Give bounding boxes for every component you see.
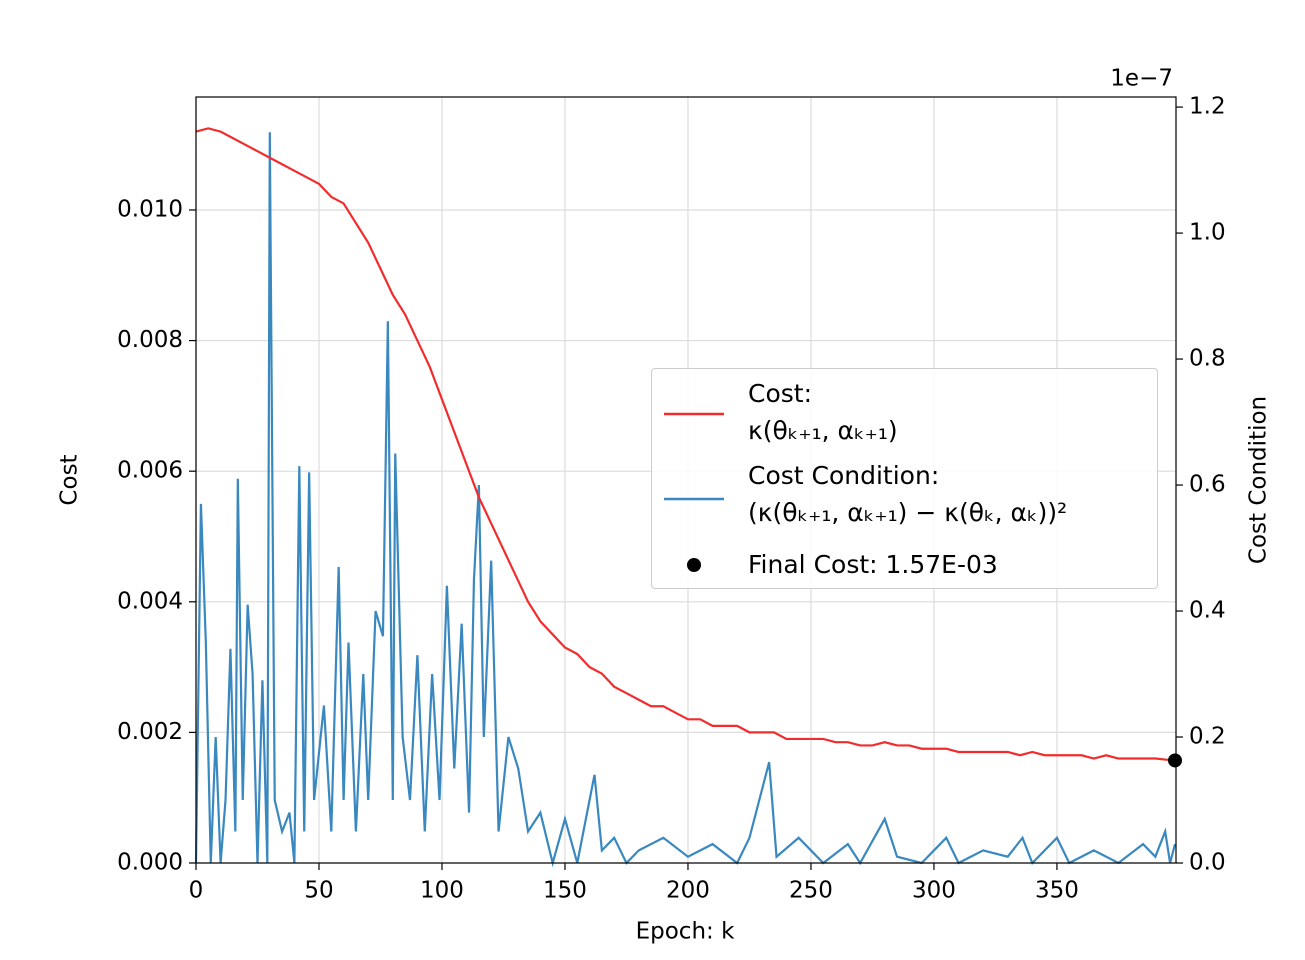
- x-tick-label: 350: [1035, 878, 1079, 904]
- x-tick-label: 200: [666, 878, 710, 904]
- legend-label: Cost Condition: (κ(θₖ₊₁, αₖ₊₁) − κ(θₖ, α…: [748, 461, 1068, 527]
- legend-label: Cost: κ(θₖ₊₁, αₖ₊₁): [748, 379, 898, 445]
- series-line: [195, 127, 1176, 762]
- y-tick-label: 0.000: [117, 850, 183, 876]
- y2-tick-label: 1.2: [1189, 94, 1226, 120]
- y-tick-label: 0.004: [117, 588, 183, 614]
- y2-tick-label: 0.8: [1189, 346, 1226, 372]
- series-line: [194, 132, 1177, 868]
- y-tick-label: 0.002: [117, 719, 183, 745]
- x-tick-label: 250: [789, 878, 833, 904]
- y-tick-label: 0.010: [117, 196, 183, 222]
- x-tick-label: 50: [304, 878, 333, 904]
- x-tick-label: 150: [543, 878, 587, 904]
- y2-tick-label: 0.2: [1189, 724, 1226, 750]
- y2-offset-label: 1e−7: [1110, 66, 1173, 92]
- y2-tick-label: 0.0: [1189, 850, 1226, 876]
- legend-marker: [687, 558, 701, 572]
- plot-frame: [195, 96, 1177, 864]
- legend-swatches: [664, 412, 724, 572]
- y2-tick-label: 0.4: [1189, 598, 1226, 624]
- x-tick-label: 0: [189, 878, 204, 904]
- legend: Cost: κ(θₖ₊₁, αₖ₊₁) Cost Condition: (κ(θₖ…: [651, 368, 1158, 589]
- y-axis-label: Cost: [57, 454, 83, 505]
- legend-label: Final Cost: 1.57E-03: [748, 550, 998, 579]
- y2-tick-label: 1.0: [1189, 220, 1226, 246]
- y2-tick-label: 0.6: [1189, 472, 1226, 498]
- x-tick-label: 300: [912, 878, 956, 904]
- y-tick-label: 0.008: [117, 327, 183, 353]
- final-point: [1168, 753, 1183, 768]
- x-tick-label: 100: [420, 878, 464, 904]
- y2-axis-label: Cost Condition: [1246, 396, 1272, 564]
- y-tick-label: 0.006: [117, 458, 183, 484]
- x-axis-label: Epoch: k: [636, 919, 735, 945]
